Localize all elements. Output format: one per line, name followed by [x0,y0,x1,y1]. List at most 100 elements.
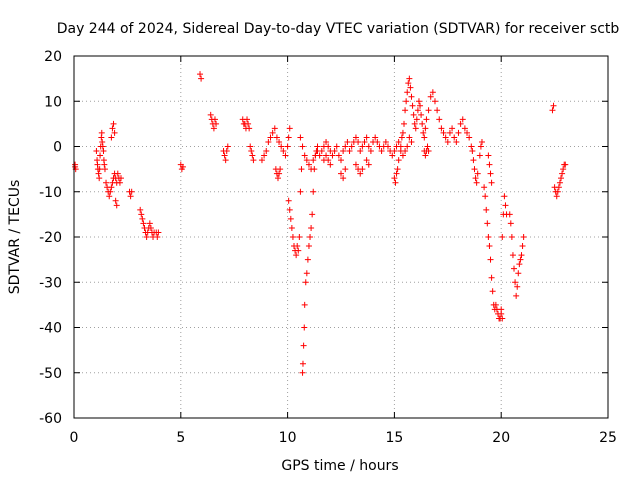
data-point [499,234,506,240]
data-point [139,215,146,222]
data-point [110,120,117,127]
data-point [431,98,438,105]
data-point [514,283,521,290]
data-point [327,161,334,168]
data-point [304,256,311,263]
data-point [395,138,402,145]
data-point [93,148,100,155]
data-point [554,188,561,195]
data-point [295,247,302,254]
data-point [461,125,468,132]
data-point [378,148,385,155]
data-point [338,157,344,164]
data-point [508,234,515,240]
data-point [382,138,389,145]
data-point [449,125,456,132]
y-tick-label-0: -60 [39,411,62,427]
data-point [484,220,491,227]
data-point [395,157,402,164]
data-point [392,179,399,186]
data-point [562,161,569,168]
data-point [409,102,416,109]
data-point [485,234,492,240]
data-point [355,138,362,145]
data-point [482,193,489,200]
data-point [325,157,332,164]
x-tick-label-2: 10 [279,430,297,446]
data-point [138,211,145,218]
data-point [301,152,308,159]
data-point [415,98,422,105]
data-point [420,129,427,136]
data-point [486,243,493,250]
x-tick-labels: 0 5 10 15 20 25 [70,430,617,446]
data-point [406,75,413,82]
data-point [476,152,483,159]
data-point [422,125,429,132]
data-point [278,143,285,150]
data-point [284,143,291,150]
data-point [244,116,251,123]
data-point [300,342,307,349]
data-point [399,152,406,159]
data-point [367,148,374,155]
data-point [425,107,432,114]
data-point [481,184,488,191]
data-point [346,148,353,155]
data-point [398,134,405,141]
data-point [359,166,366,173]
data-point [402,107,409,114]
data-point [444,138,451,145]
data-point [273,134,280,141]
x-tick-label-3: 15 [385,430,403,446]
grid [74,56,608,418]
data-point [101,166,108,173]
data-point [342,166,349,173]
data-point [498,310,505,317]
data-point [423,116,430,123]
data-point [470,157,477,164]
data-point [103,179,110,186]
data-point [287,215,294,222]
data-point [108,184,115,191]
data-point [95,170,102,177]
data-point [513,292,520,299]
data-point [117,175,124,182]
data-point [429,89,436,96]
data-points [72,71,569,376]
x-tick-label-4: 20 [492,430,510,446]
data-point [421,134,428,141]
y-tick-label-5: -10 [39,185,62,201]
data-point [310,188,317,195]
y-tick-label-1: -50 [39,366,62,382]
data-point [507,220,514,227]
data-point [155,229,162,236]
data-point [282,152,289,159]
data-point [309,211,316,218]
y-tick-labels: -60 -50 -40 -30 -20 -10 0 10 20 [39,49,62,427]
data-point [307,234,314,240]
data-point [250,157,257,164]
data-point [116,179,123,186]
data-point [308,224,315,231]
data-point [459,116,466,123]
data-point [559,170,566,177]
data-point [325,143,332,150]
data-point [457,120,464,127]
data-point [483,206,490,213]
data-point [405,80,412,87]
data-point [488,179,495,186]
data-point [357,148,364,155]
data-point [338,170,344,177]
data-point [401,120,408,127]
data-point [477,143,484,150]
data-point [393,170,400,177]
data-point [344,138,351,145]
data-point [472,175,479,182]
y-tick-label-6: 0 [53,140,62,156]
data-point [550,102,557,109]
data-point [412,125,419,132]
y-tick-label-3: -30 [39,275,62,291]
data-point [331,148,338,155]
data-point [455,129,462,136]
